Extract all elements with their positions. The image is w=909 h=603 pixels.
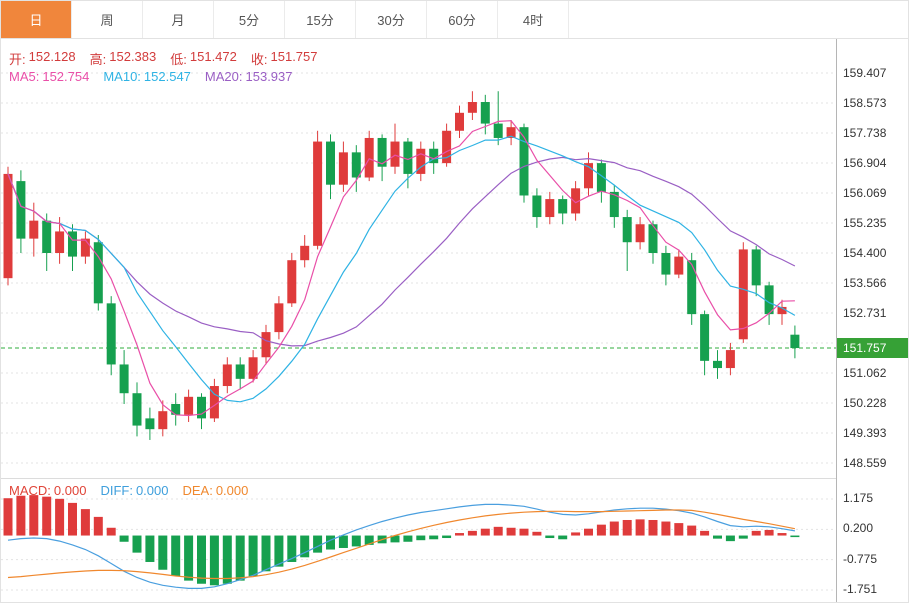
macd-axis-label: -1.751 bbox=[843, 581, 878, 596]
ma5-value: 152.754 bbox=[42, 69, 90, 84]
tab-5min[interactable]: 5分 bbox=[214, 1, 285, 38]
price-axis-label: 157.738 bbox=[843, 126, 887, 140]
timeframe-tabbar: 日周月 5分 15分 30分 60分 4时 bbox=[1, 1, 908, 39]
low-info: 低: 151.472 bbox=[170, 49, 237, 68]
open-label: 开: bbox=[9, 52, 26, 67]
high-info: 高: 152.383 bbox=[90, 49, 157, 68]
tab-30min[interactable]: 30分 bbox=[356, 1, 427, 38]
ma10-info: MA10: 152.547 bbox=[103, 69, 191, 84]
macd-value: 0.000 bbox=[53, 483, 87, 498]
close-label: 收: bbox=[250, 52, 268, 67]
diff-label: DIFF: bbox=[100, 483, 133, 498]
macd-value-info: MACD: 0.000 bbox=[9, 483, 86, 498]
close-info: 收: 151.757 bbox=[251, 49, 318, 68]
price-axis-label: 152.731 bbox=[843, 306, 887, 320]
ma-info: MA5: 152.754 MA10: 152.547 MA20: 153.937 bbox=[9, 69, 293, 84]
ma20-label: MA20: bbox=[204, 69, 243, 84]
diff-value-info: DIFF: 0.000 bbox=[100, 483, 168, 498]
macd-info: MACD: 0.000 DIFF: 0.000 DEA: 0.000 bbox=[9, 483, 248, 498]
macd-axis-label: -0.775 bbox=[843, 551, 878, 566]
open-value: 152.128 bbox=[28, 49, 76, 64]
ohlc-info: 开: 152.128 高: 152.383 低: 151.472 收: 151.757 bbox=[9, 49, 318, 68]
dea-value-info: DEA: 0.000 bbox=[182, 483, 248, 498]
dea-value: 0.000 bbox=[215, 483, 249, 498]
tab-4hour[interactable]: 4时 bbox=[498, 1, 569, 38]
dea-label: DEA: bbox=[182, 483, 213, 498]
high-value: 152.383 bbox=[109, 49, 157, 64]
price-axis-label: 155.235 bbox=[843, 215, 887, 230]
price-axis-label: 154.400 bbox=[843, 246, 887, 260]
price-axis: 151.757 159.407 158.573 157.738 156.904 156.… bbox=[836, 39, 908, 602]
price-axis-label: 149.393 bbox=[843, 426, 887, 441]
price-axis-label: 151.062 bbox=[843, 366, 887, 380]
tab-week[interactable]: 周 bbox=[72, 1, 143, 38]
current-price-badge: 151.757 bbox=[837, 338, 908, 359]
ma20-value: 153.937 bbox=[245, 69, 293, 84]
open-info: 开: 152.128 bbox=[9, 49, 76, 68]
tab-15min[interactable]: 15分 bbox=[285, 1, 356, 38]
tab-month[interactable]: 月 bbox=[143, 1, 214, 38]
tab-day[interactable]: 日 bbox=[1, 1, 72, 38]
macd-label: MACD: bbox=[9, 483, 51, 498]
macd-axis-label: 0.200 bbox=[843, 521, 874, 536]
price-axis-label: 153.566 bbox=[843, 275, 887, 290]
price-axis-label: 156.904 bbox=[843, 155, 887, 170]
close-value: 151.757 bbox=[270, 49, 318, 64]
macd-canvas[interactable] bbox=[1, 479, 836, 603]
low-value: 151.472 bbox=[189, 49, 237, 64]
macd-pane[interactable]: MACD: 0.000 DIFF: 0.000 DEA: 0.000 bbox=[1, 478, 836, 603]
price-axis-label: 148.559 bbox=[843, 456, 887, 470]
diff-value: 0.000 bbox=[135, 483, 169, 498]
price-axis-label: 158.573 bbox=[843, 95, 887, 110]
ma10-label: MA10: bbox=[103, 69, 141, 84]
ma5-label: MA5: bbox=[9, 69, 40, 84]
price-axis-label: 150.228 bbox=[843, 395, 887, 410]
tab-60min[interactable]: 60分 bbox=[427, 1, 498, 38]
ma5-info: MA5: 152.754 bbox=[9, 69, 89, 84]
macd-axis-label: 1.175 bbox=[843, 491, 874, 505]
high-label: 高: bbox=[89, 52, 107, 67]
candlestick-canvas[interactable] bbox=[1, 39, 836, 478]
ma20-info: MA20: 153.937 bbox=[205, 69, 293, 84]
price-axis-label: 159.407 bbox=[843, 66, 887, 80]
main-chart-pane[interactable]: 开: 152.128 高: 152.383 低: 151.472 收: 151.757 … bbox=[1, 39, 836, 478]
price-axis-label: 156.069 bbox=[843, 186, 887, 200]
ma10-value: 152.547 bbox=[143, 69, 191, 84]
low-label: 低: bbox=[170, 52, 187, 67]
